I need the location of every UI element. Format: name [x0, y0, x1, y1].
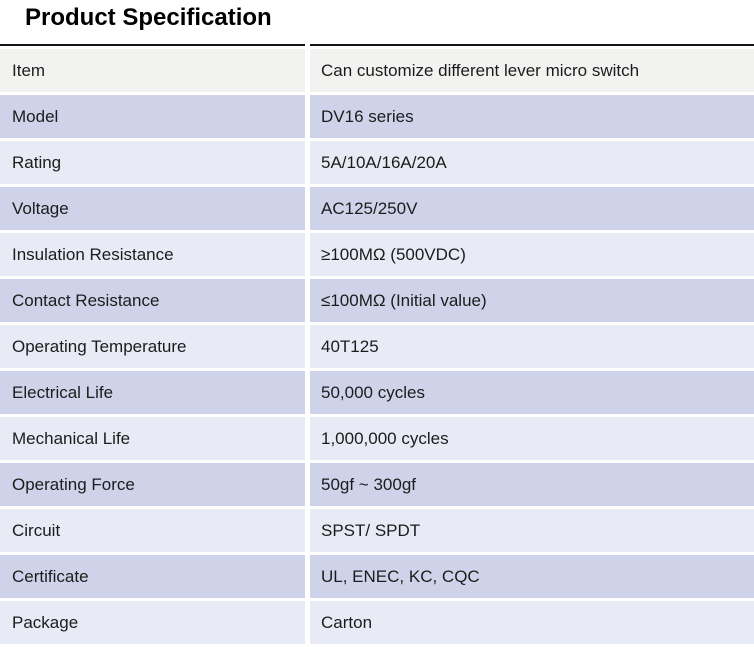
- spec-label-cell: Voltage: [0, 187, 305, 230]
- top-border-left-segment: [0, 44, 305, 46]
- spec-value-cell: ≤100MΩ (Initial value): [310, 279, 754, 322]
- spec-label-cell: Operating Force: [0, 463, 305, 506]
- spec-table: Item Can customize different lever micro…: [0, 44, 754, 644]
- spec-value-cell: 1,000,000 cycles: [310, 417, 754, 460]
- spec-value-cell: 50gf ~ 300gf: [310, 463, 754, 506]
- spec-value-cell: 5A/10A/16A/20A: [310, 141, 754, 184]
- spec-label-cell: Contact Resistance: [0, 279, 305, 322]
- spec-label-cell: Model: [0, 95, 305, 138]
- page: Product Specification Item Can customize…: [0, 3, 754, 644]
- spec-label-cell: Operating Temperature: [0, 325, 305, 368]
- spec-label-cell: Package: [0, 601, 305, 644]
- spec-value-cell: UL, ENEC, KC, CQC: [310, 555, 754, 598]
- spec-label-cell: Item: [0, 49, 305, 92]
- spec-label-cell: Mechanical Life: [0, 417, 305, 460]
- spec-value-cell: ≥100MΩ (500VDC): [310, 233, 754, 276]
- spec-value-cell: DV16 series: [310, 95, 754, 138]
- spec-value-cell: Can customize different lever micro swit…: [310, 49, 754, 92]
- spec-value-cell: 40T125: [310, 325, 754, 368]
- spec-value-cell: Carton: [310, 601, 754, 644]
- spec-label-cell: Rating: [0, 141, 305, 184]
- spec-value-cell: AC125/250V: [310, 187, 754, 230]
- spec-label-cell: Insulation Resistance: [0, 233, 305, 276]
- spec-value-cell: SPST/ SPDT: [310, 509, 754, 552]
- page-title: Product Specification: [25, 4, 272, 31]
- spec-label-cell: Circuit: [0, 509, 305, 552]
- spec-value-cell: 50,000 cycles: [310, 371, 754, 414]
- spec-label-cell: Electrical Life: [0, 371, 305, 414]
- top-border-right-segment: [310, 44, 754, 46]
- spec-label-cell: Certificate: [0, 555, 305, 598]
